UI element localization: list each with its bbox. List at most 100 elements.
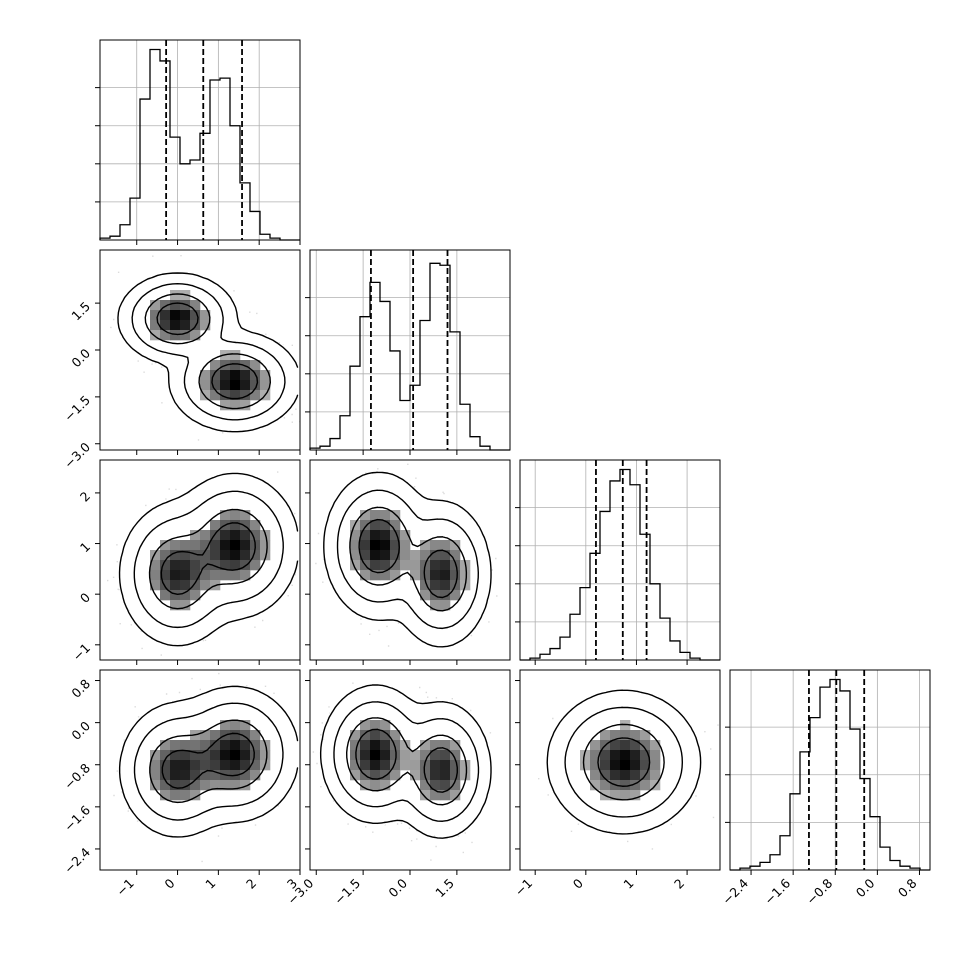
y-tick-label: 2 [77,488,93,504]
density-bin [210,760,221,771]
density-bin [180,330,191,341]
density-bin [390,770,401,781]
density-bin [180,320,191,331]
y-tick-label: −1 [69,640,93,664]
density-bin [380,780,391,791]
density-bin [450,590,461,601]
density-bin [370,540,381,551]
density-bin [190,550,201,561]
density-bin [630,760,641,771]
density-bin [630,770,641,781]
y-tick-label: 0.0 [68,718,93,743]
density-bin [170,750,181,761]
density-bin [450,760,461,771]
contour-line [336,489,479,630]
density-bin [200,550,211,561]
density-bin [620,760,631,771]
y-tick-label: 0.8 [68,676,93,701]
y-tick-label: −1.6 [61,802,93,834]
density-bin [160,590,171,601]
density-bin [160,550,171,561]
density-bin [370,550,381,561]
density-bin [650,770,661,781]
density-bin [370,510,381,521]
contour-line [355,728,458,793]
density-bin [180,770,191,781]
density-bin [430,560,441,571]
scatter-panel-r2-c1 [305,459,511,661]
contour-line [131,283,286,421]
density-bin [450,550,461,561]
density-bin [380,540,391,551]
density-bin [230,550,241,561]
density-bin [230,570,241,581]
density-bin [150,330,161,341]
density-bin [210,390,221,401]
density-bin [370,720,381,731]
density-bin [200,530,211,541]
density-bin [150,310,161,321]
density-bin [150,320,161,331]
density-bin [600,780,611,791]
density-bin [240,720,251,731]
contour-line [582,723,665,801]
density-bin [410,760,421,771]
x-tick-label: 0 [570,875,586,891]
density-bin [360,510,371,521]
x-tick-label: 1.5 [432,876,457,901]
axes-frame [519,669,721,871]
density-bin [160,740,171,751]
contour-line [358,518,458,599]
density-bin [190,760,201,771]
density-bin [410,750,421,761]
density-bin [650,760,661,771]
density-bin [380,760,391,771]
histogram-panel-4 [725,669,931,871]
density-bin [150,780,161,791]
density-bin [190,540,201,551]
density-bin [380,520,391,531]
density-bin [590,770,601,781]
density-bin [430,750,441,761]
contour-line [160,522,256,596]
density-bin [620,740,631,751]
density-bin [240,360,251,371]
density-bin [440,570,451,581]
contour-line [156,302,259,400]
histogram-steps [309,262,510,451]
density-bin [170,290,181,301]
density-bin [620,750,631,761]
density-bin [160,560,171,571]
density-bin [220,740,231,751]
density-bin [380,730,391,741]
x-tick-label: 1 [620,876,636,892]
density-bin [410,550,421,561]
contour-line [345,717,468,806]
axes-frame [519,459,721,661]
density-bin [220,760,231,771]
contour-line [117,272,299,433]
histogram-panel-3 [515,459,721,661]
axes-frame [729,669,931,871]
density-bin [230,350,241,361]
density-bin [150,300,161,311]
density-bin [180,580,191,591]
density-bin [630,750,641,761]
density-bin [160,310,171,321]
panel-content [312,682,492,861]
density-bin [240,780,251,791]
density-bin [420,550,431,561]
density-bin [590,750,601,761]
density-bin [230,360,241,371]
density-bin [190,750,201,761]
density-bin [440,750,451,761]
density-bin [640,750,651,761]
x-tick-label: 2 [671,876,687,892]
density-bin [260,540,271,551]
density-bin [220,780,231,791]
density-bin [450,570,461,581]
density-bin [430,790,441,801]
density-bin [620,730,631,741]
density-bin [620,770,631,781]
density-bin [450,780,461,791]
